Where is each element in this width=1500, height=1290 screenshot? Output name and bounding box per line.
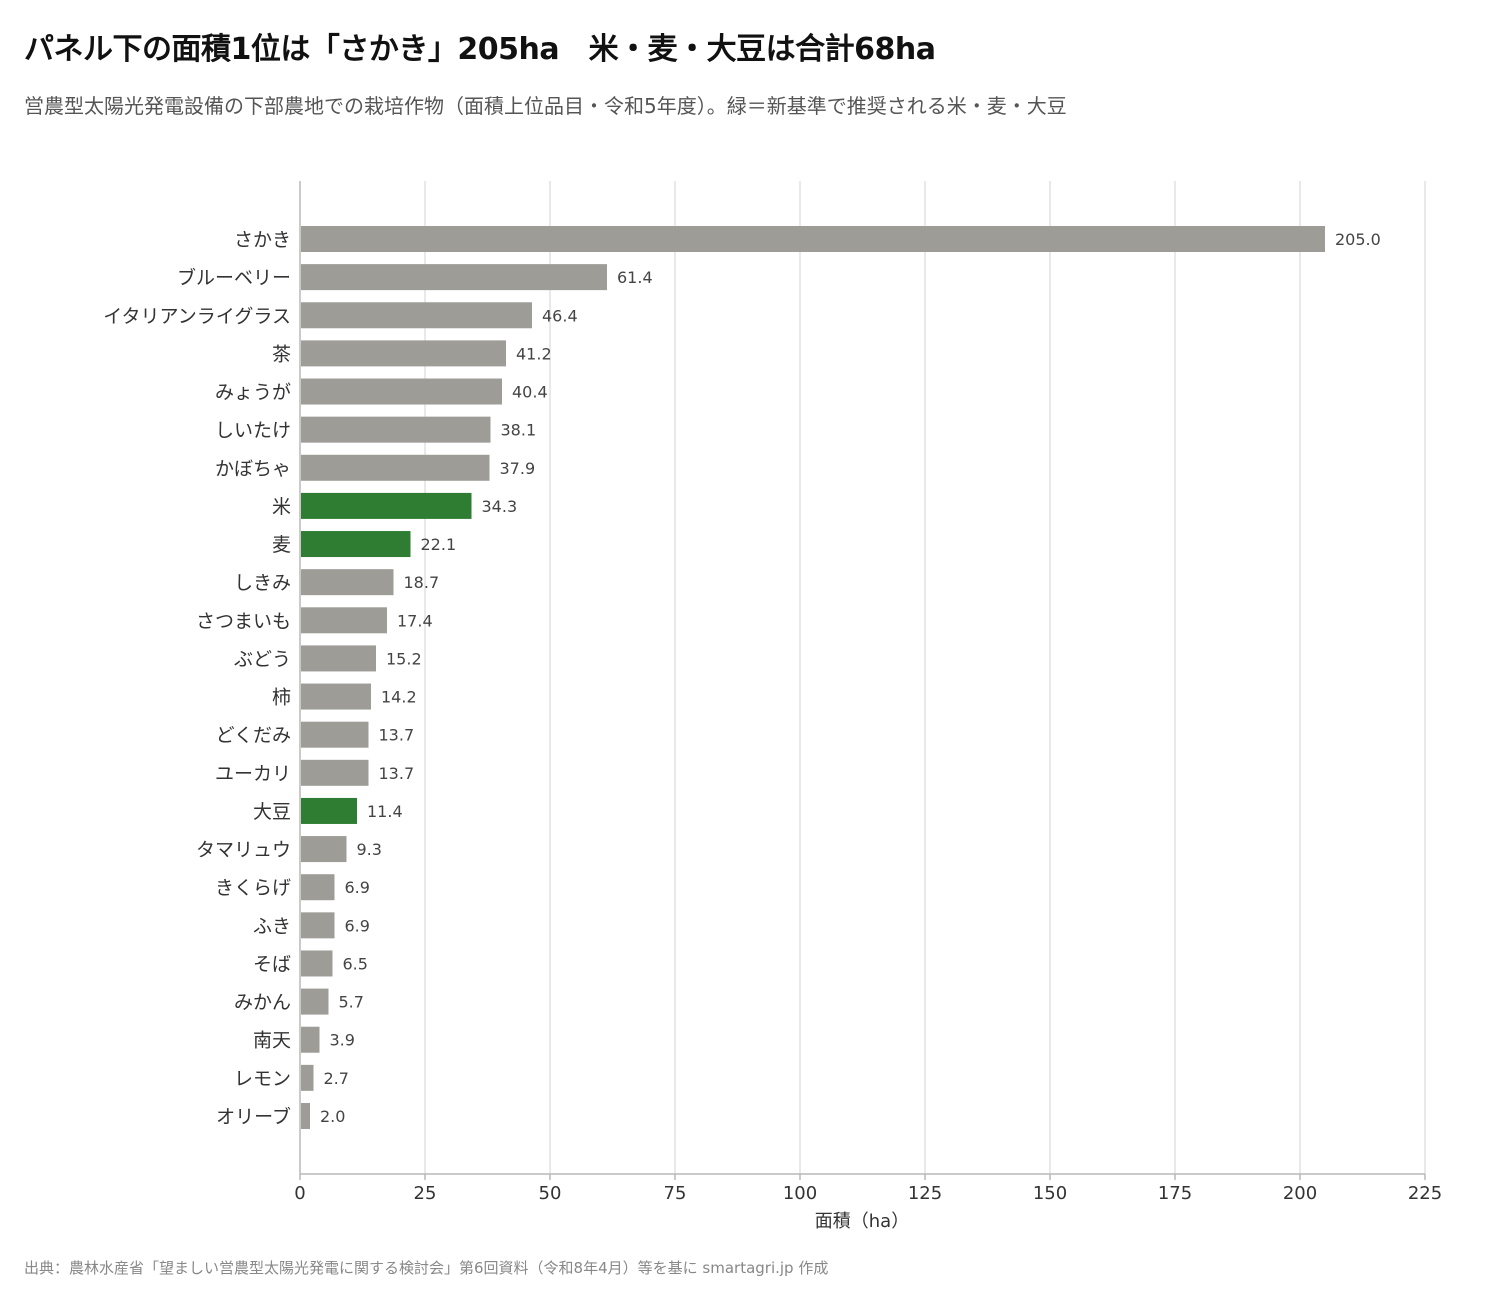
value-label: 41.2 xyxy=(516,344,552,363)
category-label: しいたけ xyxy=(215,420,291,442)
x-tick-label: 75 xyxy=(664,1183,687,1204)
value-label: 18.7 xyxy=(404,573,440,592)
category-label: さかき xyxy=(234,229,291,251)
value-label: 14.2 xyxy=(381,688,417,707)
category-label: タマリュウ xyxy=(196,839,291,861)
bar xyxy=(301,683,371,710)
value-label: 3.9 xyxy=(330,1031,355,1050)
x-tick-label: 0 xyxy=(294,1183,305,1204)
category-label: 大豆 xyxy=(253,801,291,823)
x-tick-label: 225 xyxy=(1408,1183,1442,1204)
category-label: そば xyxy=(253,953,291,975)
bar xyxy=(301,302,532,329)
bar-highlighted xyxy=(301,797,357,824)
x-tick-label: 200 xyxy=(1283,1183,1317,1204)
x-tick-label: 150 xyxy=(1033,1183,1067,1204)
value-label: 61.4 xyxy=(617,268,653,287)
category-label: ふき xyxy=(253,915,291,937)
value-label: 2.7 xyxy=(324,1069,349,1088)
bar xyxy=(301,645,376,672)
chart-subtitle: 営農型太陽光発電設備の下部農地での栽培作物（面積上位品目・令和5年度）。緑＝新基… xyxy=(24,94,1067,118)
x-tick-label: 100 xyxy=(783,1183,817,1204)
value-label: 46.4 xyxy=(542,306,578,325)
value-label: 6.9 xyxy=(345,878,370,897)
bar xyxy=(301,569,394,596)
value-label: 34.3 xyxy=(482,497,518,516)
bar xyxy=(301,874,335,901)
category-label: 南天 xyxy=(253,1030,291,1052)
category-label: 茶 xyxy=(272,343,291,365)
gridlines xyxy=(424,181,1426,1174)
bar xyxy=(301,416,491,443)
bar xyxy=(301,378,502,405)
category-label: さつまいも xyxy=(196,610,291,632)
category-label: レモン xyxy=(234,1068,291,1090)
category-label: みかん xyxy=(234,992,291,1014)
value-label: 205.0 xyxy=(1335,230,1381,249)
bar xyxy=(301,1102,310,1129)
source-note: 出典：農林水産省「望ましい営農型太陽光発電に関する検討会」第6回資料（令和8年4… xyxy=(24,1259,829,1277)
x-tick-label: 50 xyxy=(539,1183,562,1204)
category-label: しきみ xyxy=(234,572,291,594)
category-label: ブルーベリー xyxy=(177,266,291,289)
bar xyxy=(301,950,333,977)
category-label: オリーブ xyxy=(216,1105,291,1128)
x-tick-label: 175 xyxy=(1158,1183,1192,1204)
category-label: ぶどう xyxy=(234,648,291,670)
bar xyxy=(301,759,369,786)
bar xyxy=(301,836,347,863)
bar xyxy=(301,1064,314,1091)
value-label: 22.1 xyxy=(421,535,457,554)
bar xyxy=(301,340,506,367)
value-label: 17.4 xyxy=(397,611,433,630)
value-label: 2.0 xyxy=(320,1107,345,1126)
value-label: 40.4 xyxy=(512,383,548,402)
bar xyxy=(301,454,490,481)
category-label: 米 xyxy=(272,496,291,518)
category-label: かぼちゃ xyxy=(215,458,291,480)
value-label: 6.5 xyxy=(343,954,368,973)
category-label: 麦 xyxy=(272,534,291,556)
value-label: 38.1 xyxy=(501,421,537,440)
value-label: 11.4 xyxy=(367,802,403,821)
value-label: 9.3 xyxy=(357,840,382,859)
bar xyxy=(301,912,335,939)
axes xyxy=(299,181,1426,1180)
x-axis-title: 面積（ha） xyxy=(815,1211,909,1232)
value-label: 13.7 xyxy=(379,764,415,783)
category-label: ユーカリ xyxy=(215,763,291,785)
x-tick-label: 25 xyxy=(414,1183,437,1204)
value-label: 15.2 xyxy=(386,649,422,668)
bar-highlighted xyxy=(301,531,411,558)
value-label: 5.7 xyxy=(339,993,364,1012)
bar xyxy=(301,1026,320,1053)
category-label: みょうが xyxy=(215,382,291,404)
bar xyxy=(301,226,1325,252)
category-label: イタリアンライグラス xyxy=(103,305,291,327)
labels: 0 25 50 75 100 125 150 175 200 225 さかき 205.0 ブルーベリー 6… xyxy=(103,229,1442,1204)
bar xyxy=(301,607,387,634)
x-tick-label: 125 xyxy=(908,1183,942,1204)
bar xyxy=(301,264,607,291)
value-label: 13.7 xyxy=(379,726,415,745)
category-label: 柿 xyxy=(272,687,291,709)
category-label: きくらげ xyxy=(215,877,291,899)
bar xyxy=(301,721,369,748)
value-label: 6.9 xyxy=(345,916,370,935)
bar xyxy=(301,988,329,1015)
category-label: どくだみ xyxy=(216,725,291,747)
bar-highlighted xyxy=(301,492,472,519)
chart-title: パネル下の面積1位は「さかき」205ha 米・麦・大豆は合計68ha xyxy=(24,32,936,67)
value-label: 37.9 xyxy=(500,459,536,478)
bars xyxy=(301,226,1325,1129)
